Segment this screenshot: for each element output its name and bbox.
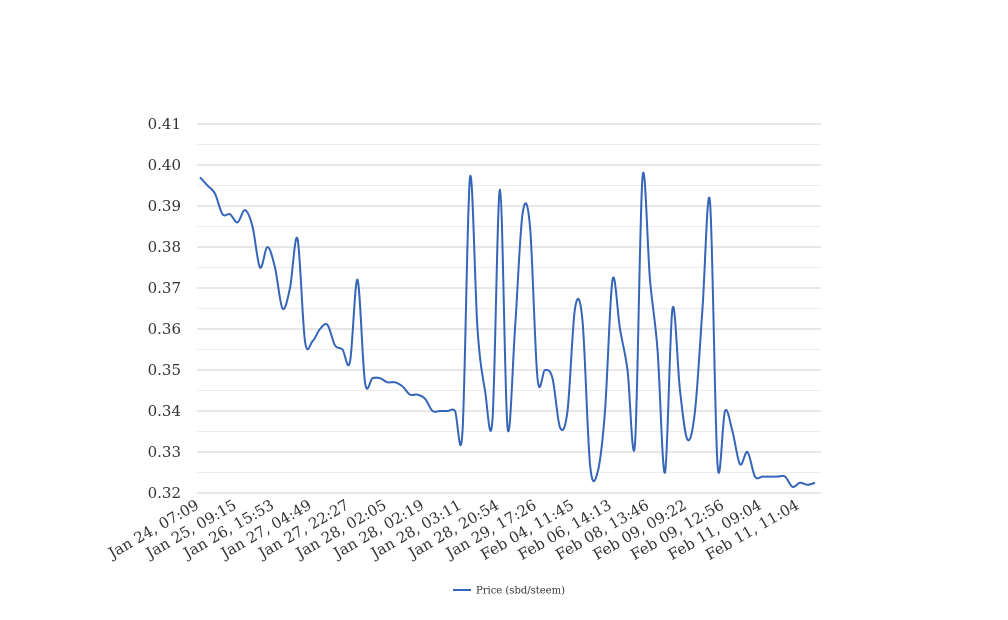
y-tick-label: 0.36: [148, 320, 181, 338]
y-tick-label: 0.35: [148, 361, 181, 379]
y-tick-label: 0.34: [148, 402, 181, 420]
legend-label: Price (sbd/steem): [476, 586, 565, 597]
y-tick-label: 0.32: [148, 484, 181, 502]
y-tick-label: 0.38: [148, 238, 181, 256]
y-tick-label: 0.40: [148, 156, 181, 174]
line-series: [199, 172, 816, 488]
y-tick-label: 0.39: [148, 197, 181, 215]
y-tick-label: 0.33: [148, 443, 181, 461]
y-tick-label: 0.37: [148, 279, 181, 297]
y-tick-label: 0.41: [148, 115, 181, 133]
